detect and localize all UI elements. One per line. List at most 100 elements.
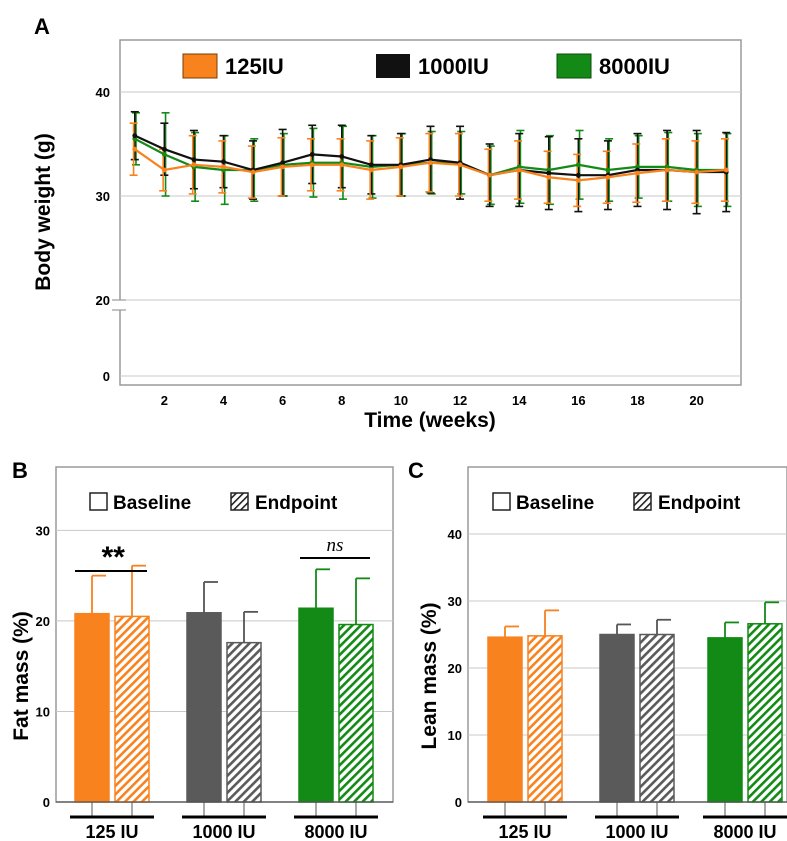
legend-swatch-baseline-c — [492, 492, 511, 511]
panel-a-frame — [119, 39, 742, 386]
legend-swatch-125iu — [182, 53, 218, 79]
category-label-125iu: 125 IU — [498, 822, 551, 841]
data-point-8000iu — [605, 167, 611, 173]
category-label-1000iu: 1000 IU — [605, 822, 668, 841]
data-point-125iu — [575, 178, 581, 183]
panel-c-y-tick-label: 30 — [448, 594, 462, 609]
legend-swatch-1000iu — [376, 54, 410, 78]
baseline-bar-8000iu — [707, 637, 743, 803]
category-label-125iu: 125 IU — [85, 822, 138, 841]
panel-c-y-tick-label: 10 — [448, 728, 462, 743]
panel-a-x-axis-label: Time (weeks) — [364, 409, 496, 432]
panel-a-x-tick-label: 20 — [689, 393, 703, 408]
panel-b-bar-chart: 0 10 20 30 Baseline Endpoint ** ns 125 IU 10… — [10, 466, 394, 841]
panel-b-y-tick-label: 10 — [36, 704, 50, 719]
data-point-125iu — [664, 167, 670, 173]
data-point-1000iu — [132, 133, 138, 139]
data-point-125iu — [309, 162, 315, 168]
data-point-125iu — [161, 167, 167, 173]
data-point-125iu — [250, 169, 256, 175]
legend-swatch-endpoint — [230, 492, 249, 511]
data-point-125iu — [368, 167, 374, 173]
legend-label-125iu: 125IU — [225, 54, 284, 79]
axis-break-gap — [108, 300, 126, 310]
legend-label-baseline: Baseline — [113, 493, 191, 514]
data-point-125iu — [339, 162, 345, 168]
panel-a-line-chart: 0 20 30 40 2 4 6 8 10 12 14 16 18 20 125IU 1000IU 800… — [32, 39, 742, 432]
data-point-125iu — [694, 169, 700, 175]
data-point-1000iu — [221, 159, 226, 165]
category-label-8000iu: 8000 IU — [304, 822, 367, 841]
panel-c-y-axis-label: Lean mass (%) — [418, 602, 441, 749]
baseline-bar-125iu — [487, 636, 523, 803]
data-point-1000iu — [280, 160, 286, 166]
panel-a-x-tick-label: 18 — [630, 393, 644, 408]
panel-b-legend: Baseline Endpoint — [89, 492, 338, 514]
panel-c-legend: Baseline Endpoint — [492, 492, 741, 514]
panel-b-y-tick-label: 0 — [43, 795, 50, 810]
legend-swatch-endpoint-c — [633, 492, 652, 511]
data-point-125iu — [635, 170, 640, 176]
legend-swatch-8000iu — [556, 53, 592, 79]
data-point-8000iu — [575, 162, 581, 168]
panel-label-a: A — [34, 14, 50, 39]
data-point-1000iu — [339, 154, 345, 159]
category-label-1000iu: 1000 IU — [192, 822, 255, 841]
panel-a-x-tick-label: 10 — [394, 393, 408, 408]
endpoint-bar-1000iu — [226, 641, 262, 803]
legend-label-baseline-c: Baseline — [516, 493, 594, 514]
ns-annotation-8000iu: ns — [327, 535, 344, 556]
data-point-125iu — [487, 172, 493, 178]
legend-label-endpoint: Endpoint — [255, 493, 338, 514]
panel-a-x-tick-label: 4 — [220, 393, 228, 408]
baseline-bar-1000iu — [186, 612, 222, 803]
legend-swatch-baseline — [89, 492, 108, 511]
data-point-125iu — [457, 162, 463, 168]
data-point-8000iu — [161, 152, 167, 157]
data-point-125iu — [398, 164, 404, 170]
data-point-125iu — [280, 164, 286, 170]
data-point-1000iu — [546, 170, 552, 176]
panel-b-y-tick-label: 20 — [36, 614, 50, 629]
data-point-1000iu — [309, 152, 315, 157]
significance-stars-125iu: ** — [100, 541, 125, 574]
data-point-125iu — [723, 167, 729, 173]
panel-a-legend: 125IU 1000IU 8000IU — [182, 53, 670, 79]
data-point-125iu — [546, 174, 552, 180]
panel-c-y-tick-label: 0 — [455, 795, 462, 810]
data-point-125iu — [191, 162, 197, 168]
legend-label-endpoint-c: Endpoint — [658, 493, 741, 514]
panel-a-x-tick-label: 2 — [161, 393, 168, 408]
panel-a-y-axis-label: Body weight (g) — [32, 133, 55, 290]
panel-a-x-tick-label: 12 — [453, 393, 467, 408]
data-point-125iu — [132, 146, 138, 152]
legend-label-1000iu: 1000IU — [418, 54, 489, 79]
category-label-8000iu: 8000 IU — [713, 822, 776, 841]
panel-c-y-tick-label: 20 — [448, 661, 462, 676]
endpoint-bar-1000iu — [639, 633, 675, 803]
data-point-1000iu — [368, 162, 374, 168]
baseline-bar-1000iu — [599, 633, 635, 803]
endpoint-bar-125iu — [527, 635, 563, 803]
endpoint-bar-8000iu — [747, 623, 783, 803]
endpoint-bar-125iu — [114, 615, 150, 803]
panel-a-x-tick-label: 8 — [338, 393, 345, 408]
panel-b-y-axis-label: Fat mass (%) — [10, 611, 33, 741]
data-point-125iu — [428, 160, 433, 166]
panel-a-y-tick-label: 40 — [96, 85, 110, 100]
panel-a-y-tick-label: 0 — [103, 369, 110, 384]
data-point-125iu — [221, 164, 226, 170]
data-point-1000iu — [161, 146, 167, 152]
panel-b-y-tick-label: 30 — [36, 523, 50, 538]
data-point-1000iu — [191, 157, 197, 163]
legend-label-8000iu: 8000IU — [599, 54, 670, 79]
baseline-bar-125iu — [74, 612, 110, 803]
panel-a-y-tick-label: 20 — [96, 293, 110, 308]
panel-a-x-tick-label: 14 — [512, 393, 527, 408]
panel-a-y-tick-label: 30 — [96, 189, 110, 204]
data-point-125iu — [605, 174, 611, 180]
panel-label-c: C — [408, 458, 424, 483]
endpoint-bar-8000iu — [338, 623, 374, 803]
data-point-1000iu — [575, 172, 581, 178]
